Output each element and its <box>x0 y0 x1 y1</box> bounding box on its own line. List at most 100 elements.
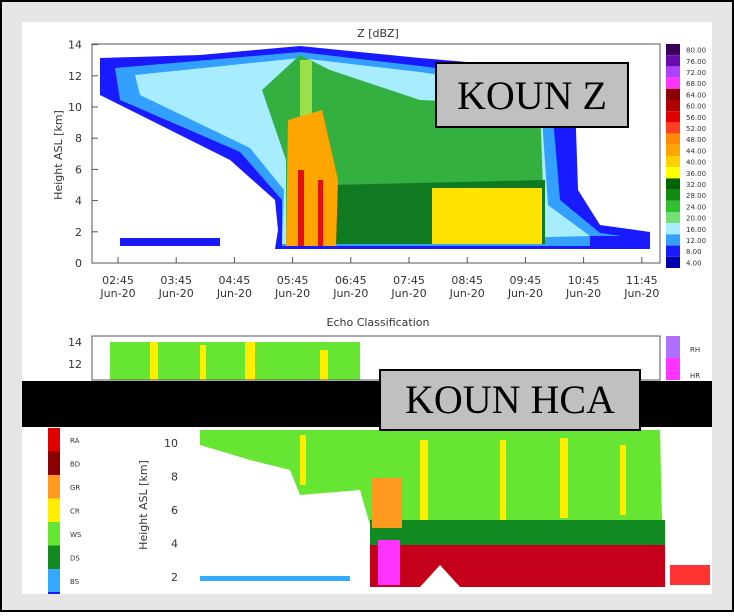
y-tick-label: 8 <box>171 471 178 484</box>
x-tick-label: 10:45 <box>568 274 600 287</box>
figure: Z [dBZ] Height ASL [km] 80.00 76.00 72.00 6… <box>0 0 734 612</box>
x-tick-label: Jun-20 <box>158 287 194 300</box>
y-tick-label: 2 <box>75 226 82 239</box>
legend-label: RA <box>70 437 80 445</box>
colorbar-label: 72.00 <box>686 69 706 77</box>
legend-label: DS <box>70 555 80 563</box>
y-tick-label: 4 <box>75 195 82 208</box>
y-tick-label: 14 <box>68 336 82 349</box>
x-tick-label: Jun-20 <box>99 287 135 300</box>
top-title: Z [dBZ] <box>357 27 399 40</box>
colorbar-label: 4.00 <box>686 259 702 267</box>
legend-swatch <box>48 428 60 452</box>
y-tick-label: 0 <box>75 257 82 270</box>
x-tick-label: Jun-20 <box>216 287 252 300</box>
colorbar-label: 8.00 <box>686 248 702 256</box>
colorbar-swatch <box>666 358 680 380</box>
colorbar-swatch <box>666 212 680 223</box>
colorbar-label: 76.00 <box>686 58 706 66</box>
colorbar-swatch <box>666 178 680 189</box>
colorbar-swatch <box>666 44 680 55</box>
y-tick-label: 2 <box>171 571 178 584</box>
x-tick-label: 02:45 <box>102 274 134 287</box>
legend-swatch <box>48 499 60 523</box>
colorbar-label: 24.00 <box>686 203 706 211</box>
x-tick-label: 09:45 <box>510 274 542 287</box>
legend-swatch <box>48 569 60 593</box>
y-tick-label: 12 <box>68 70 82 83</box>
x-tick-label: Jun-20 <box>449 287 485 300</box>
colorbar-swatch <box>666 257 680 268</box>
colorbar-label: 16.00 <box>686 226 706 234</box>
y-tick-label: 6 <box>75 163 82 176</box>
legend-label: BD <box>70 461 80 469</box>
legend-swatch <box>48 546 60 570</box>
colorbar-label: 28.00 <box>686 192 706 200</box>
x-tick-label: Jun-20 <box>390 287 426 300</box>
colorbar-swatch <box>666 223 680 234</box>
colorbar-swatch <box>666 145 680 156</box>
colorbar-swatch <box>666 89 680 100</box>
colorbar-label: 36.00 <box>686 170 706 178</box>
colorbar-label: 20.00 <box>686 215 706 223</box>
colorbar-swatch <box>666 134 680 145</box>
colorbar-label: 52.00 <box>686 125 706 133</box>
colorbar-label: 60.00 <box>686 103 706 111</box>
colorbar-swatch <box>666 336 680 358</box>
x-tick-label: Jun-20 <box>274 287 310 300</box>
colorbar-label: 44.00 <box>686 147 706 155</box>
x-tick-label: Jun-20 <box>565 287 601 300</box>
colorbar-swatch <box>666 190 680 201</box>
y-tick-label: 14 <box>68 39 82 52</box>
x-tick-label: Jun-20 <box>507 287 543 300</box>
colorbar-label: HR <box>690 372 700 380</box>
legend-swatch <box>48 452 60 476</box>
colorbar-label: 56.00 <box>686 114 706 122</box>
colorbar-label: RH <box>690 346 700 354</box>
colorbar-label: 80.00 <box>686 47 706 55</box>
classification-field-upper <box>110 342 360 380</box>
x-tick-label: 05:45 <box>277 274 309 287</box>
x-tick-label: Jun-20 <box>332 287 368 300</box>
colorbar-swatch <box>666 201 680 212</box>
colorbar-swatch <box>666 156 680 167</box>
x-tick-label: 07:45 <box>393 274 425 287</box>
x-tick-label: Jun-20 <box>623 287 659 300</box>
colorbar-label: 48.00 <box>686 136 706 144</box>
colorbar-swatch <box>666 66 680 77</box>
legend-swatch <box>48 592 60 594</box>
y-tick-label: 10 <box>68 101 82 114</box>
colorbar-label: 64.00 <box>686 91 706 99</box>
y-tick-label: 4 <box>171 538 178 551</box>
legend-label: WS <box>70 531 82 539</box>
overlay-label: KOUN Z <box>457 73 607 118</box>
y-label: Height ASL [km] <box>137 460 150 550</box>
colorbar-swatch <box>666 234 680 245</box>
colorbar-swatch <box>666 122 680 133</box>
colorbar-swatch <box>666 246 680 257</box>
colorbar-swatch <box>666 78 680 89</box>
bottom-title: Echo Classification <box>327 316 430 329</box>
y-tick-label: 8 <box>75 132 82 145</box>
x-tick-label: 06:45 <box>335 274 367 287</box>
colorbar-label: 68.00 <box>686 80 706 88</box>
colorbar-swatch <box>666 111 680 122</box>
colorbar-label: 32.00 <box>686 181 706 189</box>
y-tick-label: 10 <box>164 437 178 450</box>
y-tick-label: 6 <box>171 504 178 517</box>
y-label: Height ASL [km] <box>52 110 65 200</box>
legend-swatch <box>48 522 60 546</box>
legend-label: CR <box>70 508 80 516</box>
y-tick-label: 12 <box>68 358 82 371</box>
colorbar-label: 12.00 <box>686 237 706 245</box>
colorbar-label: 40.00 <box>686 159 706 167</box>
x-tick-label: 03:45 <box>160 274 192 287</box>
colorbar-swatch <box>666 100 680 111</box>
colorbar-swatch <box>666 55 680 66</box>
x-tick-label: 04:45 <box>219 274 251 287</box>
x-tick-label: 08:45 <box>451 274 483 287</box>
legend-label: BS <box>70 578 80 586</box>
legend-label: GR <box>70 484 80 492</box>
legend-swatch <box>48 475 60 499</box>
overlay-label: KOUN HCA <box>405 377 615 422</box>
